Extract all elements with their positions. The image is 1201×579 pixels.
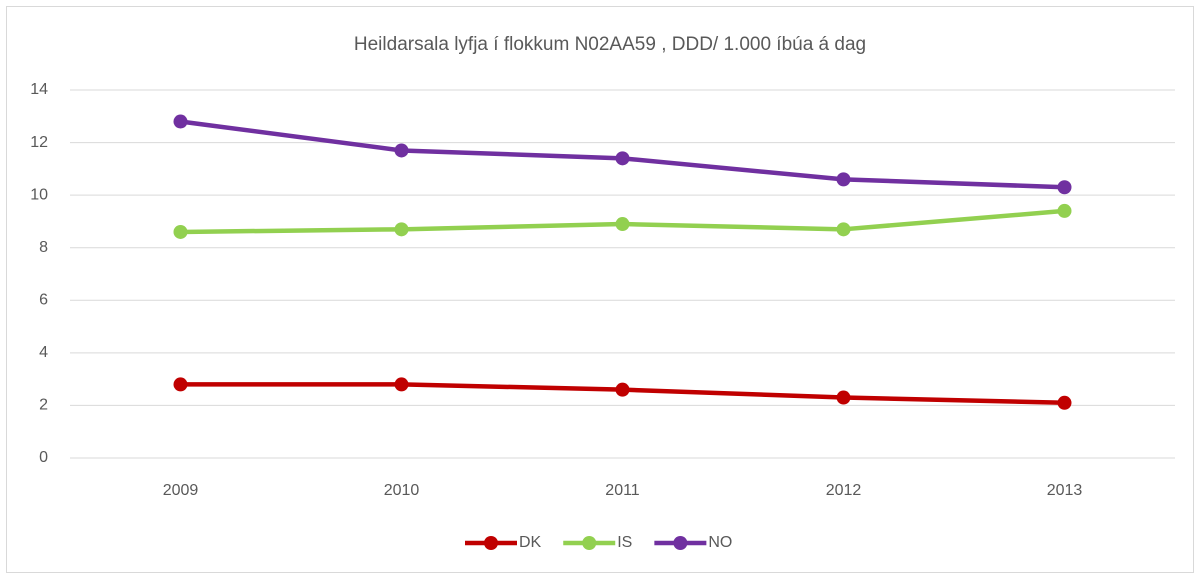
x-tick-label: 2011: [605, 482, 640, 499]
y-tick-label: 6: [39, 292, 48, 309]
y-tick-label: 2: [39, 397, 48, 414]
x-tick-label: 2009: [163, 482, 199, 499]
point: [394, 143, 409, 158]
chart-title: Heildarsala lyfja í flokkum N02AA59 , DD…: [354, 34, 866, 55]
point: [615, 382, 630, 397]
point: [1057, 203, 1072, 218]
y-tick-label: 0: [39, 449, 48, 466]
point: [836, 222, 851, 237]
x-tick-label: 2013: [1047, 482, 1083, 499]
y-tick-label: 4: [39, 344, 48, 361]
legend-marker: [673, 536, 688, 550]
y-tick-label: 14: [30, 81, 48, 98]
chart-border: [6, 6, 1194, 573]
point: [394, 377, 409, 392]
point: [173, 377, 188, 392]
legend-marker: [582, 536, 597, 550]
point: [615, 217, 630, 232]
point: [173, 224, 188, 239]
legend-label: NO: [708, 534, 732, 551]
legend-label: IS: [617, 534, 632, 551]
y-tick-label: 12: [30, 134, 48, 151]
point: [836, 390, 851, 405]
legend-marker: [484, 536, 498, 550]
point: [836, 172, 851, 187]
point: [173, 114, 188, 129]
legend-label: DK: [519, 534, 542, 551]
x-tick-label: 2012: [826, 482, 862, 499]
y-tick-label: 10: [30, 186, 48, 203]
point: [1057, 395, 1072, 410]
point: [615, 151, 630, 166]
y-tick-label: 8: [39, 239, 48, 256]
x-tick-label: 2010: [384, 482, 420, 499]
point: [394, 222, 409, 237]
point: [1057, 180, 1072, 195]
